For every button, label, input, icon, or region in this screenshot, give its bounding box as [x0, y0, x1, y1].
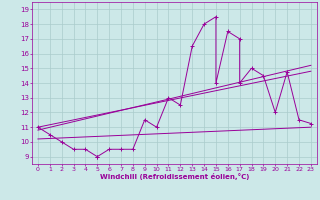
X-axis label: Windchill (Refroidissement éolien,°C): Windchill (Refroidissement éolien,°C): [100, 173, 249, 180]
